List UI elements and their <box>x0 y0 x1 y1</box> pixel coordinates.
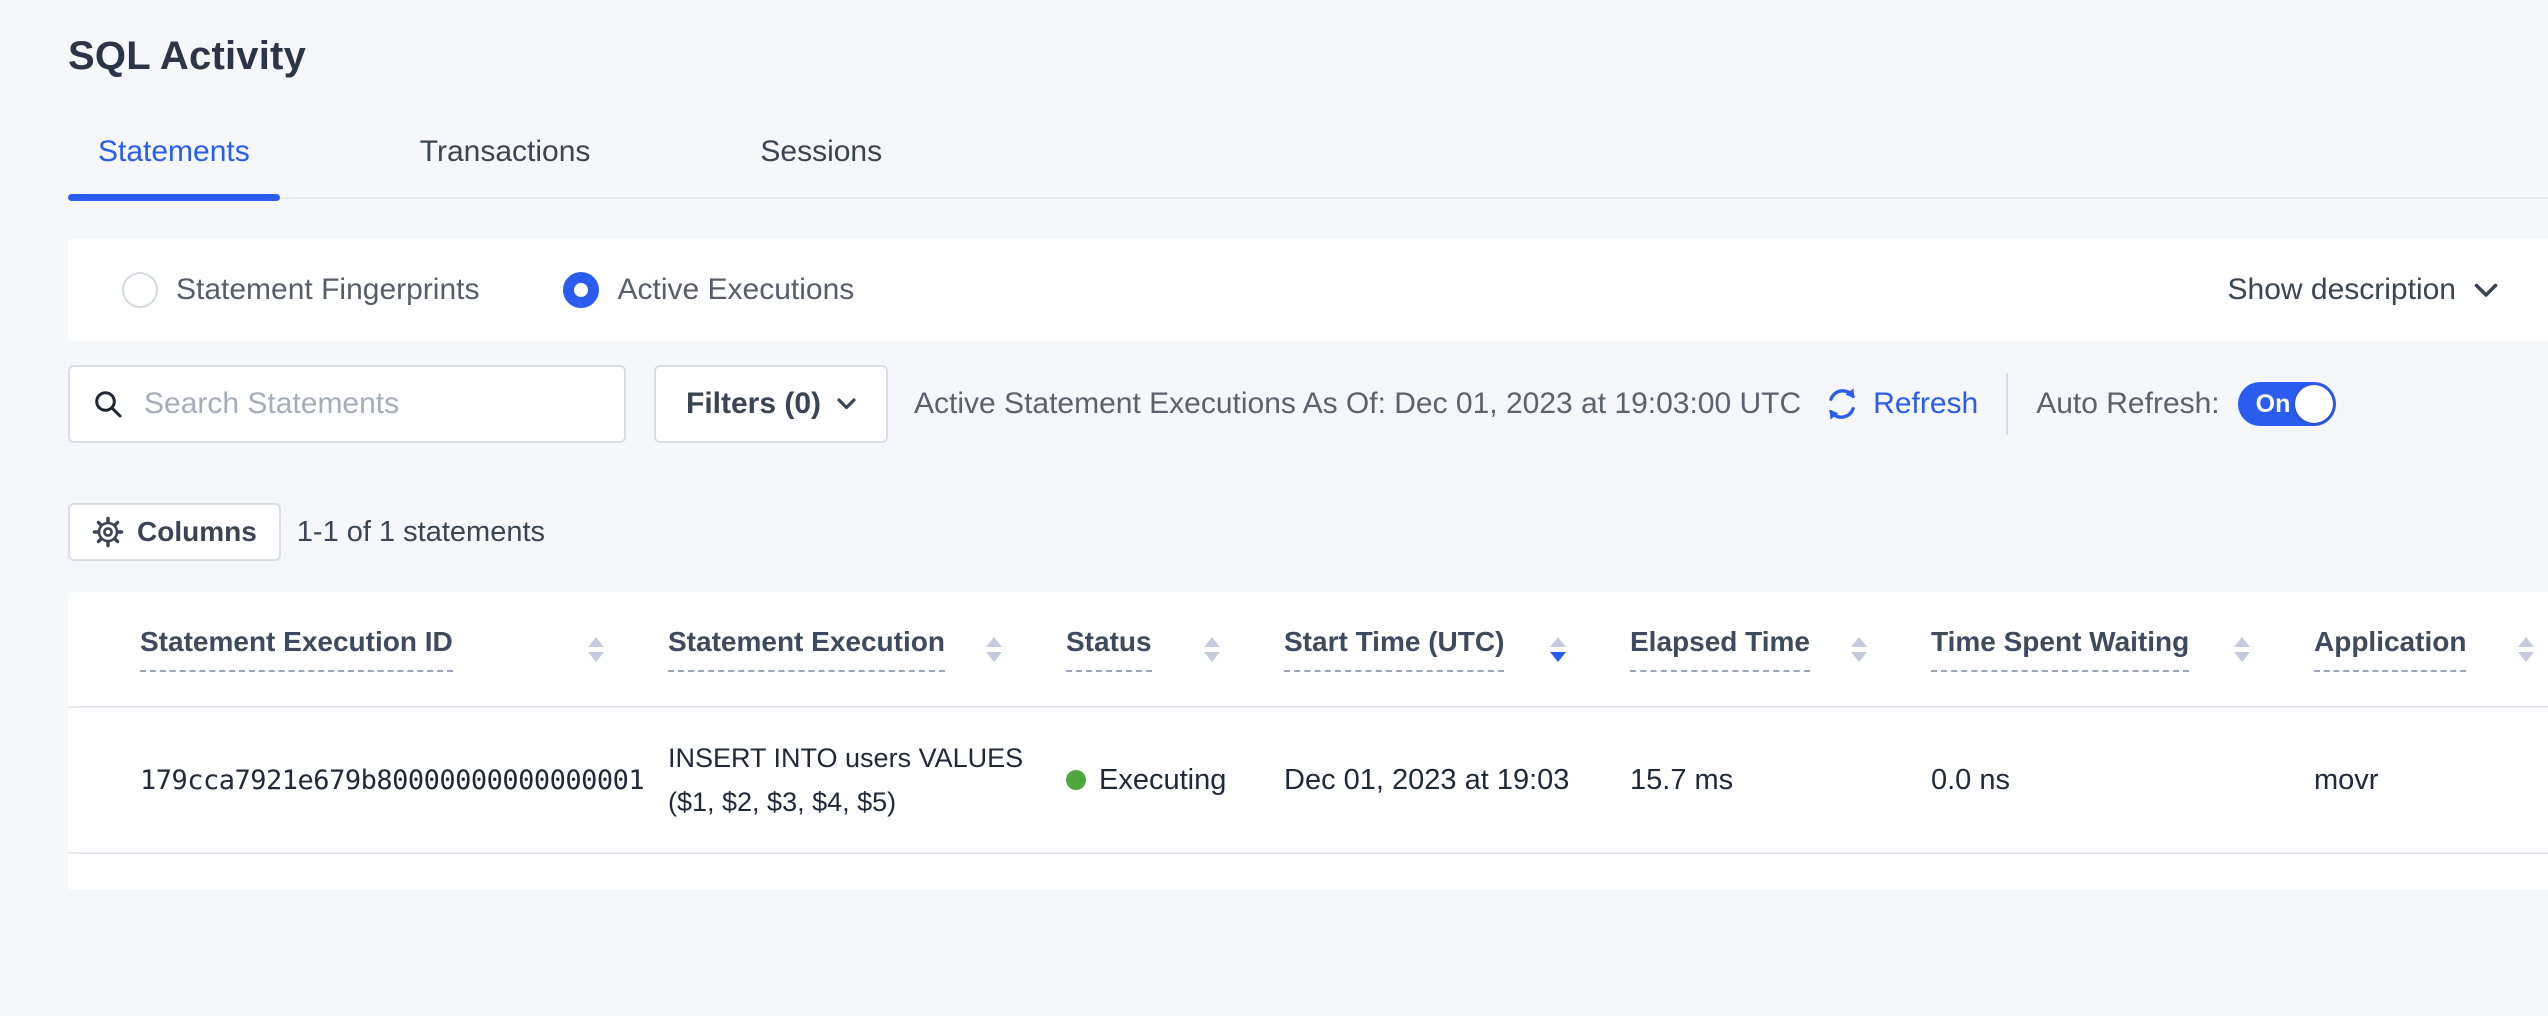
col-header-elapsed-time: Elapsed Time <box>1630 626 1931 672</box>
sort-toggle[interactable] <box>588 636 604 662</box>
cell-time-spent-waiting: 0.0 ns <box>1931 763 2010 796</box>
columns-button[interactable]: Columns <box>68 503 281 561</box>
statement-line-1: INSERT INTO users VALUES <box>668 743 1024 773</box>
cell-status: Executing <box>1066 764 1284 797</box>
as-of-timestamp: Active Statement Executions As Of: Dec 0… <box>914 387 1802 420</box>
cell-start-time: Dec 01, 2023 at 19:03 <box>1284 763 1570 796</box>
toggle-state-label: On <box>2255 390 2291 418</box>
show-description-label: Show description <box>2227 273 2456 306</box>
search-box[interactable] <box>68 365 626 443</box>
radio-statement-fingerprints[interactable]: Statement Fingerprints <box>122 272 479 308</box>
col-header-status: Status <box>1066 626 1284 672</box>
chevron-down-icon <box>2474 283 2498 297</box>
radio-unselected-icon[interactable] <box>122 272 158 308</box>
toggle-knob[interactable] <box>2294 385 2333 423</box>
sort-toggle-active-desc[interactable] <box>1550 636 1566 662</box>
col-header-start-time: Start Time (UTC) <box>1284 626 1630 672</box>
status-label: Executing <box>1099 763 1227 796</box>
table-header-row: Statement Execution ID Statement Executi… <box>68 592 2548 708</box>
radio-active-executions[interactable]: Active Executions <box>563 272 854 308</box>
columns-button-label: Columns <box>137 516 257 547</box>
view-mode-panel: Statement Fingerprints Active Executions… <box>68 239 2548 341</box>
search-input[interactable] <box>142 386 602 422</box>
auto-refresh-toggle[interactable]: On <box>2237 382 2336 426</box>
cell-elapsed-time: 15.7 ms <box>1630 763 1734 796</box>
page-title: SQL Activity <box>68 34 307 78</box>
tab-sessions[interactable]: Sessions <box>760 135 883 168</box>
controls-row: Filters (0) Active Statement Executions … <box>68 365 2548 443</box>
table-row[interactable]: 179cca7921e679b80000000000000001 INSERT … <box>68 708 2548 854</box>
sort-toggle[interactable] <box>2518 636 2534 662</box>
result-count: 1-1 of 1 statements <box>296 515 546 548</box>
chevron-down-icon <box>837 398 856 410</box>
radio-label: Statement Fingerprints <box>176 273 480 306</box>
refresh-button[interactable]: Refresh <box>1823 385 1978 423</box>
gear-icon <box>92 516 124 548</box>
cell-application: movr <box>2314 763 2379 796</box>
col-header-label[interactable]: Elapsed Time <box>1630 626 1811 672</box>
show-description-toggle[interactable]: Show description <box>2228 273 2498 307</box>
filters-label: Filters (0) <box>686 387 822 420</box>
col-header-label[interactable]: Application <box>2314 626 2467 672</box>
cell-statement-execution[interactable]: INSERT INTO users VALUES ($1, $2, $3, $4… <box>668 736 1066 824</box>
search-icon <box>95 391 122 418</box>
sort-toggle[interactable] <box>986 636 1002 662</box>
table-toolbar: Columns 1-1 of 1 statements <box>68 503 2548 561</box>
col-header-application: Application <box>2314 626 2548 672</box>
statement-line-2: ($1, $2, $3, $4, $5) <box>668 787 897 817</box>
col-header-statement-execution-id: Statement Execution ID <box>140 626 668 672</box>
vertical-divider <box>2006 373 2009 435</box>
refresh-arrows-icon <box>1829 388 1855 420</box>
radio-selected-icon[interactable] <box>563 272 600 308</box>
refresh-label: Refresh <box>1873 387 1979 420</box>
statements-table-card: Statement Execution ID Statement Executi… <box>68 592 2548 890</box>
tab-statements[interactable]: Statements <box>68 135 280 201</box>
col-header-label[interactable]: Status <box>1066 626 1152 672</box>
cell-statement-execution-id[interactable]: 179cca7921e679b80000000000000001 <box>140 764 645 796</box>
col-header-time-spent-waiting: Time Spent Waiting <box>1931 626 2314 672</box>
radio-label: Active Executions <box>617 273 855 306</box>
col-header-label[interactable]: Statement Execution <box>668 626 945 672</box>
col-header-label[interactable]: Time Spent Waiting <box>1931 626 2190 672</box>
tab-bar: Statements Transactions Sessions <box>68 135 2548 201</box>
tab-transactions[interactable]: Transactions <box>419 135 591 168</box>
col-header-label[interactable]: Start Time (UTC) <box>1284 626 1505 672</box>
sort-toggle[interactable] <box>1204 636 1220 662</box>
col-header-label[interactable]: Statement Execution ID <box>140 626 453 672</box>
auto-refresh-label: Auto Refresh: <box>2036 387 2220 420</box>
filters-button[interactable]: Filters (0) <box>654 365 889 443</box>
status-dot-icon <box>1066 770 1086 790</box>
sort-toggle[interactable] <box>1851 636 1867 662</box>
sort-toggle[interactable] <box>2234 636 2250 662</box>
col-header-statement-execution: Statement Execution <box>668 626 1066 672</box>
